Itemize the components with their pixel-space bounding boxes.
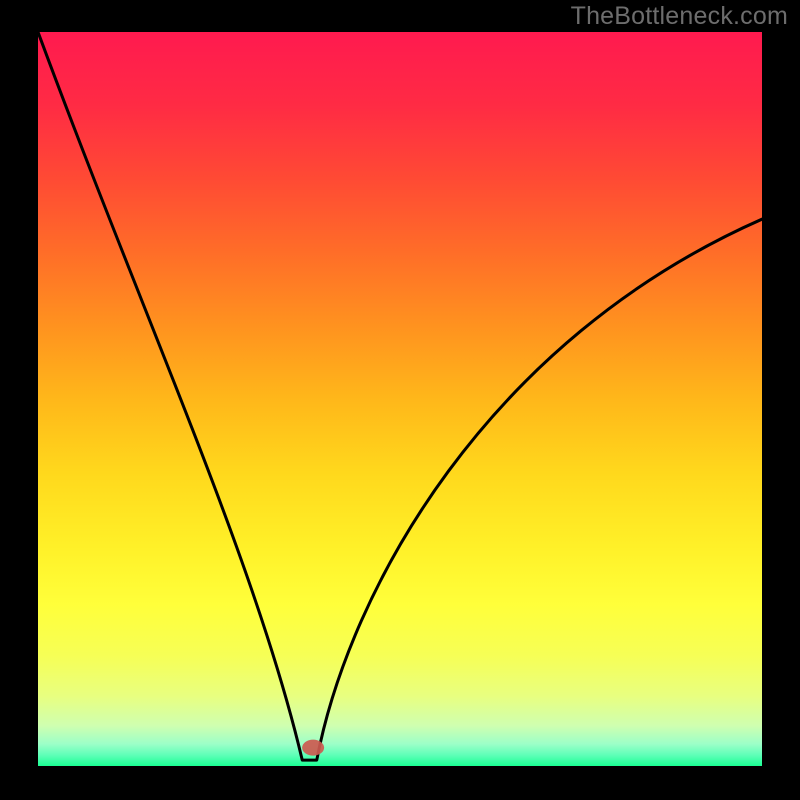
watermark-text: TheBottleneck.com [571, 2, 788, 31]
bottleneck-curve [38, 32, 762, 760]
chart-frame: TheBottleneck.com [0, 0, 800, 800]
curve-layer [38, 32, 762, 766]
minimum-marker [302, 740, 324, 756]
plot-area [38, 32, 762, 766]
